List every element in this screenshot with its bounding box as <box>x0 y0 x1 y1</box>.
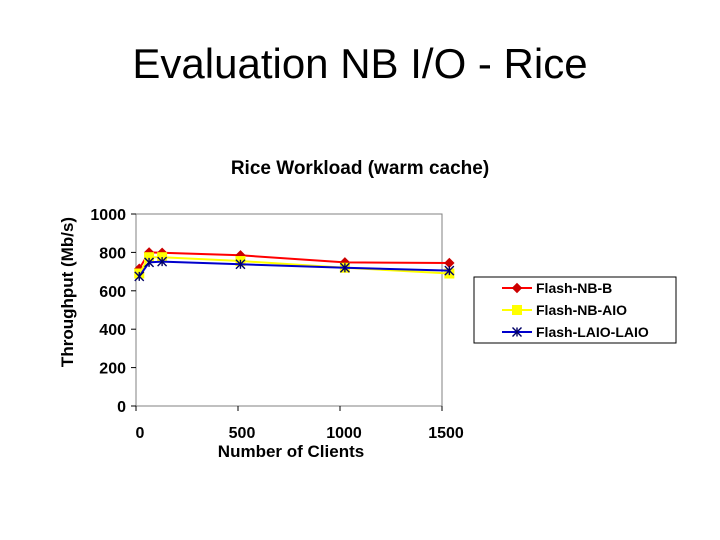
slide-title: Evaluation NB I/O - Rice <box>132 40 588 87</box>
y-tick-label: 200 <box>99 361 126 378</box>
y-tick-label: 800 <box>99 245 126 262</box>
star-marker <box>157 256 168 267</box>
x-tick-label: 500 <box>229 425 256 442</box>
x-tick-label: 0 <box>136 425 145 442</box>
y-tick-label: 0 <box>117 399 126 416</box>
y-tick-label: 400 <box>99 322 126 339</box>
x-axis: 0 500 1000 1500 <box>135 406 464 442</box>
y-tick-label: 600 <box>99 284 126 301</box>
legend-item: Flash-NB-AIO <box>502 302 627 318</box>
y-tick-label: 1000 <box>90 207 126 224</box>
diamond-marker <box>511 282 523 294</box>
star-marker <box>235 259 246 270</box>
star-marker <box>339 262 350 273</box>
x-axis-label: Number of Clients <box>218 442 364 461</box>
y-axis: 0 200 400 600 800 1000 <box>90 207 136 416</box>
star-marker <box>444 265 455 276</box>
legend: Flash-NB-B Flash-NB-AIO Flash-LAIO-LAIO <box>473 276 677 344</box>
series-flash-laio-laio <box>134 256 455 282</box>
star-marker <box>512 327 522 337</box>
plot-area <box>135 213 443 407</box>
x-tick-label: 1000 <box>326 425 362 442</box>
chart-title: Rice Workload (warm cache) <box>231 158 489 179</box>
y-axis-label: Throughput (Mb/s) <box>58 217 77 367</box>
square-marker <box>512 305 522 315</box>
legend-item: Flash-LAIO-LAIO <box>502 324 649 340</box>
legend-label: Flash-LAIO-LAIO <box>536 324 649 340</box>
x-tick-label: 1500 <box>428 425 464 442</box>
series-layer <box>134 247 455 282</box>
legend-label: Flash-NB-B <box>536 280 612 296</box>
diamond-marker <box>444 257 455 269</box>
star-marker <box>144 257 155 268</box>
legend-label: Flash-NB-AIO <box>536 302 627 318</box>
legend-item: Flash-NB-B <box>502 280 612 296</box>
star-marker <box>134 271 145 282</box>
